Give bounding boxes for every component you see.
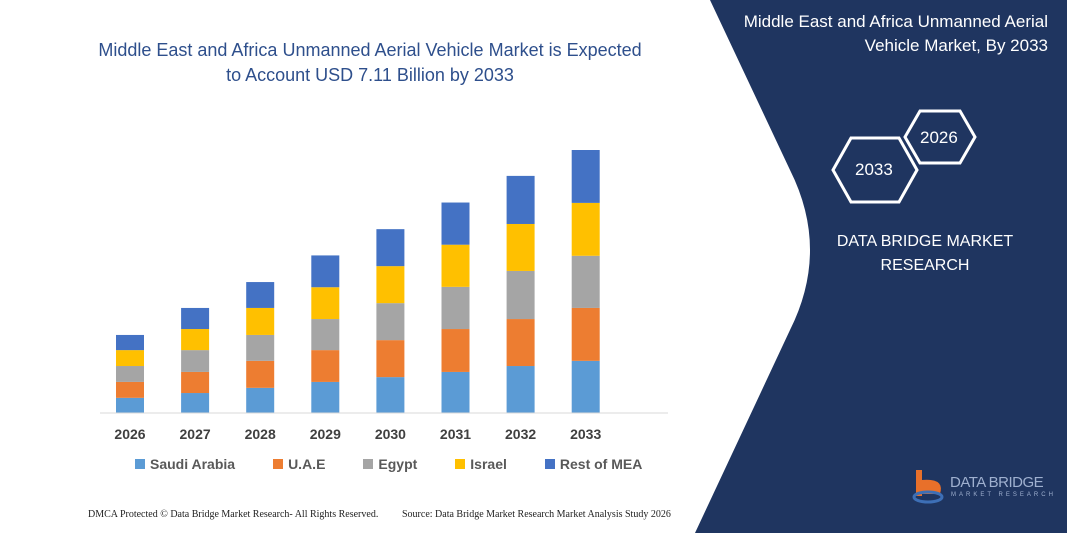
legend-swatch: [455, 459, 466, 469]
bar-2031-saudi-arabia: [441, 371, 470, 413]
x-tick-label: 2033: [570, 426, 602, 442]
bar-2030-u-a-e: [376, 340, 405, 378]
bar-2033-israel: [571, 202, 600, 256]
legend-item: U.A.E: [273, 456, 325, 472]
logo-icon: [912, 470, 944, 504]
bar-2032-u-a-e: [506, 319, 535, 367]
bar-2028-egypt: [246, 334, 275, 361]
legend-swatch: [544, 459, 555, 469]
bar-2027-rest-of-mea: [181, 307, 210, 330]
bar-2026-saudi-arabia: [116, 397, 144, 413]
chart-bars: [116, 150, 600, 413]
bar-2028-u-a-e: [246, 360, 275, 388]
legend-swatch: [135, 459, 145, 469]
bar-2030-egypt: [376, 303, 405, 341]
bar-2031-israel: [441, 244, 470, 287]
bar-2033-rest-of-mea: [571, 150, 600, 203]
legend-label: Egypt: [378, 456, 418, 472]
bar-2033-u-a-e: [571, 307, 600, 361]
x-tick-label: 2032: [505, 426, 537, 442]
x-tick-label: 2026: [114, 426, 146, 442]
brand-name: DATA BRIDGE MARKET RESEARCH: [836, 233, 1014, 274]
x-tick-label: 2028: [244, 426, 276, 442]
hexagon-2026-icon: [903, 109, 977, 165]
x-tick-label: 2031: [439, 426, 472, 442]
hexagon-2033-icon: [831, 136, 919, 204]
logo-text: DATA BRIDGE: [950, 474, 1044, 491]
legend-item: Rest of MEA: [544, 456, 643, 472]
x-tick-label: 2029: [309, 426, 341, 442]
bar-2026-rest-of-mea: [116, 334, 144, 351]
bar-2030-israel: [376, 266, 405, 304]
legend-item: Egypt: [363, 456, 417, 472]
legend-label: Saudi Arabia: [150, 456, 236, 472]
hex-end-label: 2033: [855, 160, 893, 179]
bar-2033-saudi-arabia: [571, 360, 600, 413]
bar-2027-saudi-arabia: [181, 393, 210, 413]
x-tick-label: 2027: [179, 426, 211, 442]
bar-2028-saudi-arabia: [246, 387, 275, 413]
bar-2030-saudi-arabia: [376, 377, 405, 413]
legend-label: U.A.E: [288, 456, 326, 472]
logo-subtext: MARKET RESEARCH: [951, 492, 1056, 498]
bar-2026-u-a-e: [116, 381, 144, 398]
bar-2026-egypt: [116, 366, 144, 382]
bar-2029-israel: [311, 287, 340, 320]
side-title: Middle East and Africa Unmanned Aerial V…: [743, 12, 1048, 55]
bar-2029-rest-of-mea: [311, 255, 340, 288]
legend: Saudi Arabia U.A.E Egypt Israel Rest of MEA: [135, 456, 680, 472]
legend-swatch: [363, 459, 374, 469]
bar-2032-rest-of-mea: [506, 175, 535, 224]
bar-2032-egypt: [506, 270, 535, 320]
footer-source: Source: Data Bridge Market Research Mark…: [402, 509, 671, 520]
footer-copyright: DMCA Protected © Data Bridge Market Rese…: [88, 509, 379, 520]
bar-2031-u-a-e: [441, 329, 470, 372]
bar-2026-israel: [116, 350, 144, 367]
bar-2031-rest-of-mea: [441, 202, 470, 245]
bar-2031-egypt: [441, 286, 470, 330]
bar-2027-u-a-e: [181, 371, 210, 394]
bar-2033-egypt: [571, 255, 600, 308]
bar-2027-egypt: [181, 350, 210, 372]
hex-start-label: 2026: [920, 128, 958, 147]
legend-label: Israel: [470, 456, 507, 472]
bar-2030-rest-of-mea: [376, 229, 405, 267]
legend-item: Israel: [455, 456, 507, 472]
bar-2028-israel: [246, 307, 275, 335]
legend-label: Rest of MEA: [559, 456, 643, 472]
bar-2029-u-a-e: [311, 350, 340, 382]
bar-2032-israel: [506, 223, 535, 271]
chart-title: Middle East and Africa Unmanned Aerial V…: [98, 40, 642, 85]
legend-item: Saudi Arabia: [135, 456, 235, 472]
bar-2027-israel: [181, 329, 210, 351]
bar-2032-saudi-arabia: [506, 366, 535, 413]
legend-swatch: [273, 459, 284, 469]
bar-2029-egypt: [311, 319, 340, 351]
x-tick-label: 2030: [374, 426, 406, 442]
bar-2029-saudi-arabia: [311, 381, 340, 413]
bar-2028-rest-of-mea: [246, 282, 275, 308]
